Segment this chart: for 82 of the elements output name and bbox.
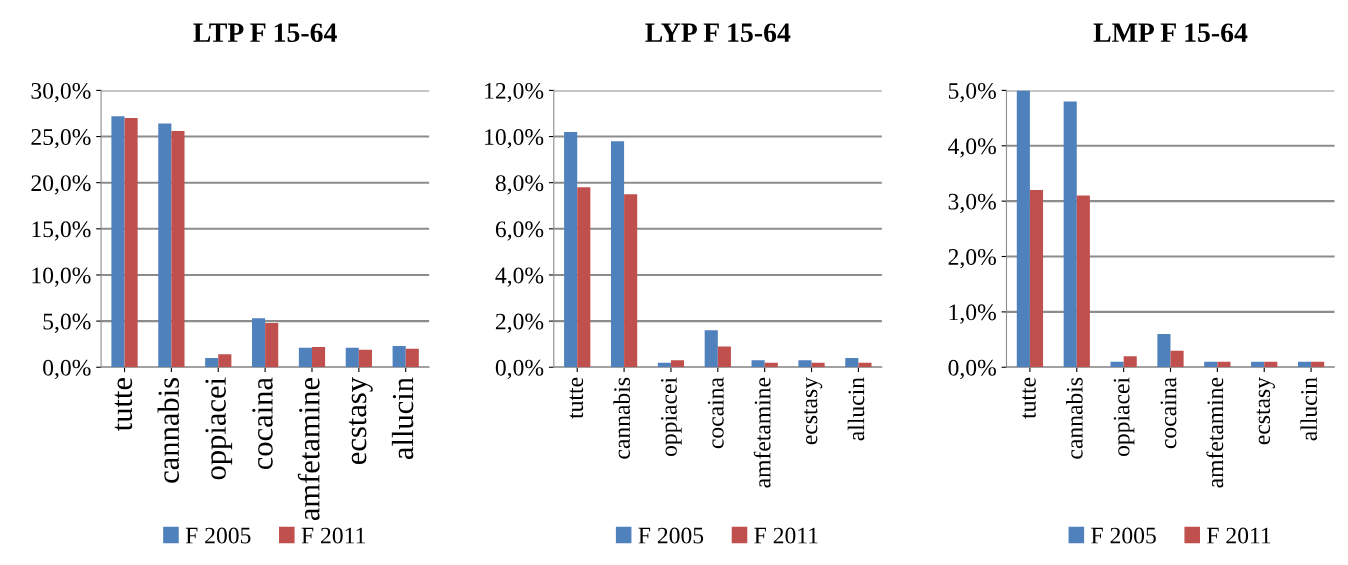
bar [218,354,232,368]
bar [1170,350,1184,368]
bar [1076,195,1090,368]
y-tick-label: 6,0% [495,221,544,241]
bar [845,358,859,368]
y-tick-label: 5,0% [948,82,996,103]
bar [564,131,578,368]
bar [405,348,419,368]
y-tick-label: 4,0% [948,138,996,158]
bar [111,116,125,368]
y-tick-label: 1,0% [949,304,996,324]
chart-title: LYP F 15-64 [645,23,791,43]
bar [1063,101,1077,368]
y-tick-label: 3,0% [948,193,996,213]
x-tick-label: ecstasy [1256,377,1275,445]
y-tick-label: 30,0% [31,82,91,103]
bar [252,318,266,368]
x-tick-label: cannabis [1066,377,1083,459]
x-tick-label: amfetamine [297,378,320,521]
x-tick-label: ecstasy [348,377,373,465]
legend-label: F 2005 [1091,527,1156,544]
y-tick-label: 0,0% [495,359,544,380]
bar [345,347,359,368]
bar [1016,90,1030,368]
chart-title: LMP F 15-64 [1093,23,1248,43]
x-tick-label: oppiacei [205,377,233,480]
bar [624,194,638,368]
bar [717,346,731,368]
bar [298,347,312,368]
bar [1029,190,1044,368]
y-tick-label: 5,0% [43,313,91,333]
y-tick-label: 10,0% [485,129,544,149]
bar [577,187,591,368]
x-tick-label: cannabis [157,378,180,483]
y-tick-label: 8,0% [495,175,544,195]
legend-label: F 2011 [1207,527,1271,544]
legend-label: F 2011 [301,527,365,544]
y-tick-label: 0,0% [948,359,996,380]
chart-title: LTP F 15-64 [193,23,337,43]
bar [124,118,138,368]
y-tick-label: 0,0% [43,359,91,380]
x-tick-label: cocaina [252,377,273,470]
bar [858,362,872,368]
bar [1123,356,1137,368]
y-tick-label: 20,0% [31,175,91,195]
x-tick-label: ecstasy [803,377,823,445]
x-tick-label: allucin [847,377,865,441]
x-tick-label: cocaina [1160,377,1177,449]
x-tick-label: oppiacei [660,377,682,457]
bar [311,346,326,368]
x-tick-label: amfetamine [753,377,771,488]
bar [670,360,685,368]
bar [610,141,625,368]
x-tick-label: tutte [1022,377,1036,419]
x-tick-label: tutte [569,377,584,419]
x-tick-label: oppiacei [1113,377,1135,457]
y-tick-label: 4,0% [495,267,544,287]
bar [265,322,279,368]
bar [704,330,718,368]
y-tick-label: 2,0% [948,249,996,269]
x-tick-label: cocaina [707,377,724,449]
legend-label: F 2011 [754,527,818,544]
legend-label: F 2005 [185,527,251,544]
y-tick-label: 25,0% [31,129,91,149]
x-tick-label: tutte [114,378,133,431]
y-tick-label: 12,0% [485,82,544,103]
y-tick-label: 10,0% [32,267,91,287]
y-tick-label: 2,0% [495,313,544,333]
bar [358,349,372,368]
x-tick-label: cannabis [613,377,630,459]
y-tick-label: 15,0% [32,221,91,241]
x-tick-label: allucin [391,377,414,460]
bar [1157,334,1171,368]
bar [158,123,172,368]
x-tick-label: allucin [1300,377,1317,441]
legend-label: F 2005 [638,527,704,544]
x-tick-label: amfetamine [1206,377,1224,488]
bar [798,360,812,368]
bar [751,360,765,368]
bar [392,346,406,368]
bar [205,358,219,368]
bar [171,131,185,368]
